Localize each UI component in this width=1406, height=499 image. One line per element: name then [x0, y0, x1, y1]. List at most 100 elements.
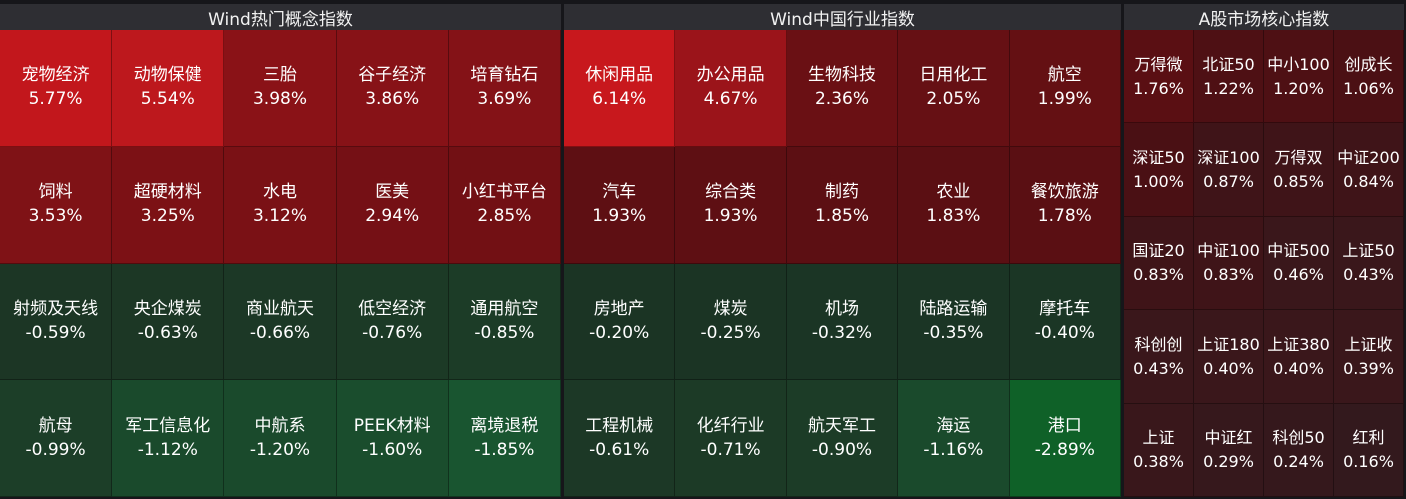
index-tile[interactable]: 办公用品 4.67%	[675, 30, 787, 147]
index-tile[interactable]: 休闲用品 6.14%	[564, 30, 676, 147]
index-name: 中证红	[1204, 428, 1253, 448]
index-tile[interactable]: 通用航空 -0.85%	[448, 263, 561, 381]
index-tile[interactable]: 离境退税 -1.85%	[448, 380, 561, 497]
index-tile[interactable]: 商业航天 -0.66%	[224, 263, 337, 381]
index-change-pct: 0.84%	[1343, 172, 1394, 192]
index-change-pct: -0.25%	[700, 322, 761, 343]
index-tile[interactable]: 制药 1.85%	[786, 146, 899, 264]
index-name: 红利	[1352, 428, 1385, 448]
index-change-pct: 2.36%	[814, 89, 869, 110]
index-name: 休闲用品	[585, 65, 654, 86]
index-tile[interactable]: 中小100 1.20%	[1264, 30, 1334, 124]
index-tile[interactable]: 动物保健 5.54%	[112, 30, 225, 147]
index-change-pct: 0.83%	[1203, 265, 1254, 285]
index-change-pct: -1.85%	[474, 439, 535, 460]
index-change-pct: 2.05%	[926, 89, 981, 110]
index-change-pct: 1.78%	[1037, 206, 1092, 227]
index-name: 摩托车	[1039, 298, 1091, 319]
index-tile[interactable]: 小红书平台 2.85%	[448, 146, 561, 264]
index-tile[interactable]: 超硬材料 3.25%	[112, 146, 225, 264]
index-tile[interactable]: 上证 0.38%	[1124, 403, 1194, 497]
index-tile[interactable]: 射频及天线 -0.59%	[0, 263, 113, 381]
index-name: 动物保健	[133, 65, 202, 86]
index-tile[interactable]: 饲料 3.53%	[0, 146, 113, 264]
index-change-pct: -0.63%	[137, 322, 198, 343]
index-name: 工程机械	[585, 415, 654, 436]
index-tile[interactable]: 万得微 1.76%	[1124, 30, 1194, 124]
index-tile[interactable]: 农业 1.83%	[898, 146, 1010, 264]
index-change-pct: 0.43%	[1133, 358, 1184, 378]
index-change-pct: 1.20%	[1273, 78, 1324, 98]
index-tile[interactable]: 水电 3.12%	[224, 146, 337, 264]
index-tile[interactable]: 房地产 -0.20%	[564, 263, 676, 381]
index-tile[interactable]: 化纤行业 -0.71%	[675, 380, 787, 497]
index-change-pct: 1.99%	[1037, 89, 1092, 110]
index-tile[interactable]: 港口 -2.89%	[1009, 380, 1121, 497]
index-tile[interactable]: 上证50 0.43%	[1334, 216, 1404, 311]
index-tile[interactable]: 红利 0.16%	[1334, 403, 1404, 497]
index-name: 科创50	[1272, 428, 1325, 448]
index-tile[interactable]: 培育钻石 3.69%	[448, 30, 561, 147]
index-tile[interactable]: 上证380 0.40%	[1264, 310, 1334, 404]
index-name: 万得微	[1134, 54, 1183, 74]
index-tile[interactable]: 汽车 1.93%	[564, 146, 676, 264]
index-tile[interactable]: 航空 1.99%	[1009, 30, 1121, 147]
index-tile[interactable]: 谷子经济 3.86%	[336, 30, 449, 147]
index-change-pct: 0.40%	[1203, 358, 1254, 378]
index-tile[interactable]: 科创创 0.43%	[1124, 310, 1194, 404]
index-name: PEEK材料	[353, 415, 431, 436]
index-tile[interactable]: 医美 2.94%	[336, 146, 449, 264]
index-change-pct: -0.85%	[474, 322, 535, 343]
panel-title: A股市场核心指数	[1124, 4, 1404, 30]
index-tile[interactable]: 日用化工 2.05%	[898, 30, 1010, 147]
index-change-pct: 1.00%	[1133, 172, 1184, 192]
index-tile[interactable]: 工程机械 -0.61%	[564, 380, 676, 497]
index-tile[interactable]: 陆路运输 -0.35%	[898, 263, 1010, 381]
index-change-pct: 2.94%	[365, 206, 420, 227]
index-tile[interactable]: 创成长 1.06%	[1334, 30, 1404, 124]
index-name: 生物科技	[807, 65, 876, 86]
index-name: 通用航空	[470, 298, 539, 319]
index-tile[interactable]: 餐饮旅游 1.78%	[1009, 146, 1121, 264]
index-tile[interactable]: 海运 -1.16%	[898, 380, 1010, 497]
index-tile[interactable]: 深证50 1.00%	[1124, 123, 1194, 217]
index-tile[interactable]: 央企煤炭 -0.63%	[112, 263, 225, 381]
panel-divider	[1121, 0, 1124, 499]
index-tile[interactable]: 中证500 0.46%	[1264, 216, 1334, 311]
index-tile[interactable]: 北证50 1.22%	[1194, 30, 1264, 124]
index-tile[interactable]: 科创50 0.24%	[1264, 403, 1334, 497]
index-tile[interactable]: 万得双 0.85%	[1264, 123, 1334, 217]
index-name: 航天军工	[807, 415, 876, 436]
index-tile[interactable]: 机场 -0.32%	[786, 263, 899, 381]
panel-concept-indices: Wind热门概念指数 宠物经济 5.77% 动物保健 5.54% 三胎 3.98% 谷子经济…	[0, 0, 561, 499]
index-name: 中证500	[1267, 241, 1330, 261]
index-change-pct: 1.83%	[926, 206, 981, 227]
index-tile[interactable]: 国证20 0.83%	[1124, 216, 1194, 311]
index-change-pct: -1.60%	[362, 439, 423, 460]
index-name: 医美	[375, 182, 410, 203]
index-tile[interactable]: 军工信息化 -1.12%	[112, 380, 225, 497]
index-tile[interactable]: 综合类 1.93%	[675, 146, 787, 264]
index-change-pct: -1.16%	[923, 439, 984, 460]
index-tile[interactable]: 生物科技 2.36%	[786, 30, 899, 147]
index-tile[interactable]: 航母 -0.99%	[0, 380, 113, 497]
index-tile[interactable]: 摩托车 -0.40%	[1009, 263, 1121, 381]
index-tile[interactable]: 航天军工 -0.90%	[786, 380, 899, 497]
index-name: 机场	[824, 298, 859, 319]
index-change-pct: 3.86%	[365, 89, 420, 110]
index-tile[interactable]: 深证100 0.87%	[1194, 123, 1264, 217]
index-tile[interactable]: 上证收 0.39%	[1334, 310, 1404, 404]
index-tile[interactable]: 上证180 0.40%	[1194, 310, 1264, 404]
index-tile[interactable]: 三胎 3.98%	[224, 30, 337, 147]
index-tile[interactable]: 中航系 -1.20%	[224, 380, 337, 497]
index-name: 水电	[262, 182, 297, 203]
index-tile[interactable]: 宠物经济 5.77%	[0, 30, 113, 147]
index-tile[interactable]: 低空经济 -0.76%	[336, 263, 449, 381]
index-name: 低空经济	[358, 298, 427, 319]
index-change-pct: 1.93%	[703, 206, 758, 227]
index-tile[interactable]: PEEK材料 -1.60%	[336, 380, 449, 497]
index-tile[interactable]: 中证200 0.84%	[1334, 123, 1404, 217]
index-tile[interactable]: 煤炭 -0.25%	[675, 263, 787, 381]
index-tile[interactable]: 中证100 0.83%	[1194, 216, 1264, 311]
index-tile[interactable]: 中证红 0.29%	[1194, 403, 1264, 497]
